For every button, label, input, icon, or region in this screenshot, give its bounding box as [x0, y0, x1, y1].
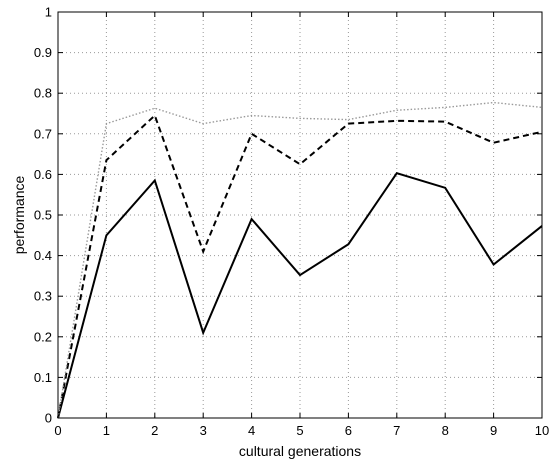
x-tick-label: 7	[393, 423, 400, 438]
y-axis-label: performance	[11, 175, 27, 254]
grid-lines	[58, 12, 542, 418]
series-line-dashed	[57, 113, 543, 419]
x-tick-label: 2	[151, 423, 158, 438]
y-tick-label: 0.1	[34, 370, 52, 385]
x-tick-label: 8	[442, 423, 449, 438]
y-tick-label: 0	[45, 411, 52, 426]
x-axis-label: cultural generations	[239, 443, 361, 459]
y-tick-label: 1	[45, 5, 52, 20]
y-tick-label: 0.8	[34, 86, 52, 101]
x-tick-label: 1	[103, 423, 110, 438]
y-tick-label: 0.2	[34, 329, 52, 344]
y-tick-label: 0.6	[34, 167, 52, 182]
x-tick-label: 10	[535, 423, 549, 438]
y-tick-label: 0.9	[34, 45, 52, 60]
x-tick-label: 6	[345, 423, 352, 438]
series-line-solid	[57, 172, 543, 419]
axis-ticks: 0 1 2 3 4 5 6 7 8 9 10 0 0.1 0.2 0.3 0.4 0.5 0.6 0.7 0.8 0.9…	[34, 5, 549, 439]
y-tick-label: 0.3	[34, 289, 52, 304]
x-tick-label: 9	[490, 423, 497, 438]
y-tick-label: 0.4	[34, 248, 52, 263]
x-tick-label: 0	[54, 423, 61, 438]
x-tick-label: 5	[296, 423, 303, 438]
series-lines	[57, 101, 543, 419]
x-tick-label: 4	[248, 423, 255, 438]
x-tick-label: 3	[200, 423, 207, 438]
y-tick-label: 0.5	[34, 208, 52, 223]
series-line-dotted	[57, 101, 543, 419]
y-tick-label: 0.7	[34, 126, 52, 141]
